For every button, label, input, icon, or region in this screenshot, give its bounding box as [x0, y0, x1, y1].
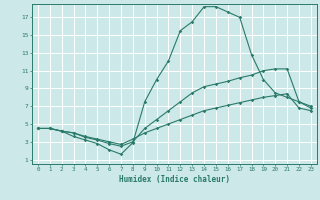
X-axis label: Humidex (Indice chaleur): Humidex (Indice chaleur) — [119, 175, 230, 184]
